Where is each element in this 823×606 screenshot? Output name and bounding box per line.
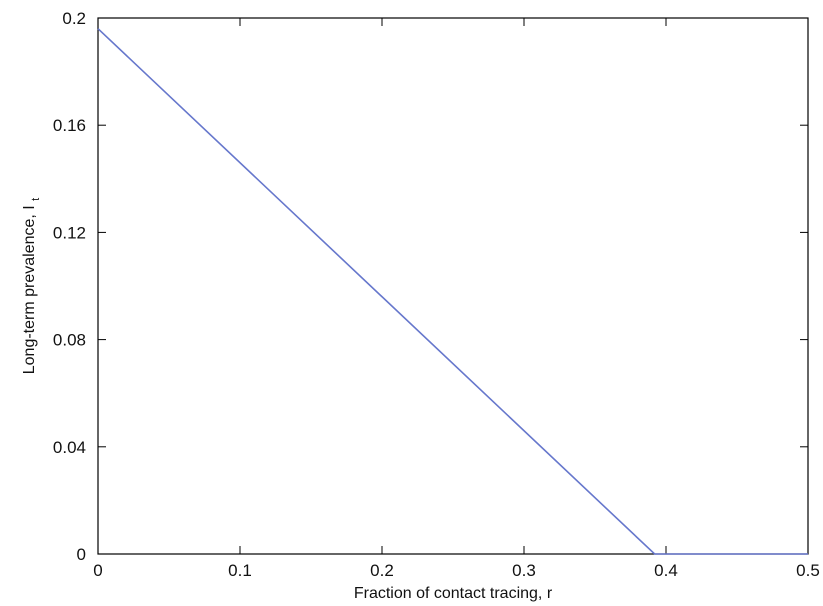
- x-axis-label: Fraction of contact tracing, r: [354, 585, 553, 602]
- y-axis-label-subscript: t: [30, 198, 42, 201]
- x-tick-label: 0.1: [228, 561, 252, 580]
- y-axis-label: Long-term prevalence, I t: [21, 198, 42, 375]
- x-tick-label: 0: [93, 561, 102, 580]
- y-tick-label: 0.16: [53, 116, 86, 135]
- x-tick-label: 0.3: [512, 561, 536, 580]
- x-axis-ticks: 0 0.1 0.2 0.3 0.4 0.5: [93, 18, 820, 580]
- x-tick-label: 0.2: [370, 561, 394, 580]
- plot-area: [97, 17, 809, 555]
- y-tick-label: 0.08: [53, 331, 86, 350]
- y-axis-ticks: 0 0.04 0.08 0.12 0.16 0.2: [53, 9, 808, 564]
- x-tick-label: 0.4: [654, 561, 678, 580]
- y-tick-label: 0: [77, 545, 86, 564]
- y-tick-label: 0.2: [62, 9, 86, 28]
- x-tick-label: 0.5: [796, 561, 820, 580]
- series-line: [97, 28, 808, 555]
- y-tick-label: 0.12: [53, 223, 86, 242]
- y-axis-label-main: Long-term prevalence, I: [21, 205, 38, 374]
- y-tick-label: 0.04: [53, 438, 86, 457]
